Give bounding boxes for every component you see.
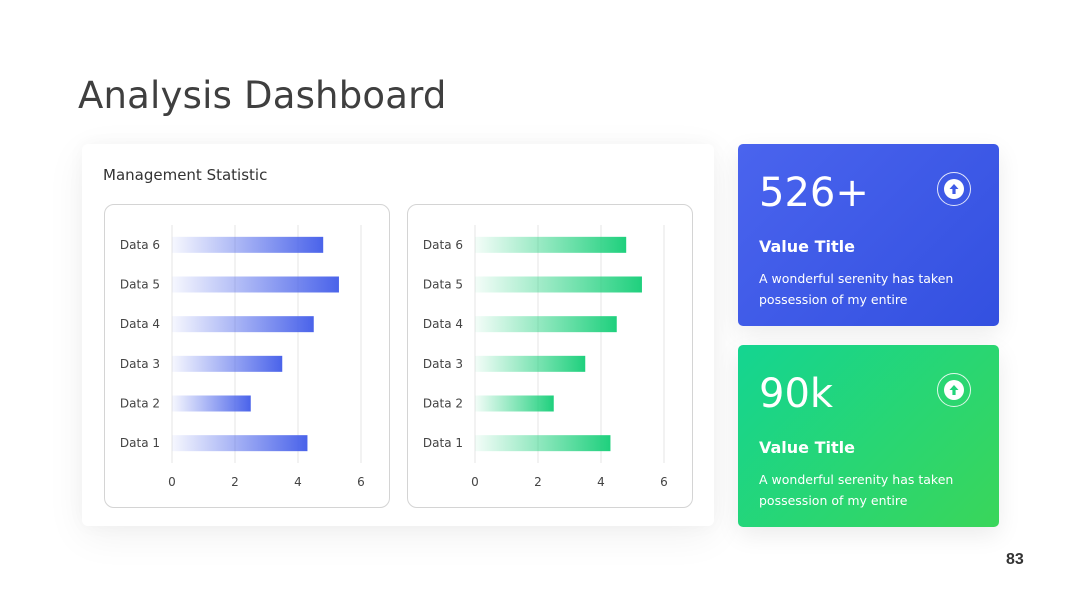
category-label: Data 2 — [423, 397, 463, 411]
chart-blue: Data 1 Data 2 Data 3 Data 4 Data 5 Data 6 0 2 4 6 — [104, 204, 390, 508]
stat-card-1: 526+ Value Title A wonderful serenity ha… — [738, 144, 999, 326]
tick-label: 0 — [471, 475, 479, 489]
category-label: Data 3 — [423, 357, 463, 371]
category-label: Data 1 — [120, 436, 160, 450]
bar — [172, 316, 314, 333]
panel-title: Management Statistic — [103, 166, 268, 184]
category-label: Data 3 — [120, 357, 160, 371]
page-title: Analysis Dashboard — [78, 74, 447, 117]
card-value: 526+ — [759, 170, 869, 216]
bar — [172, 395, 251, 412]
stat-card-2: 90k Value Title A wonderful serenity has… — [738, 345, 999, 527]
category-label: Data 4 — [120, 317, 160, 331]
tick-label: 2 — [534, 475, 542, 489]
page-number: 83 — [1006, 551, 1024, 568]
category-label: Data 6 — [120, 238, 160, 252]
chart-green: Data 1 Data 2 Data 3 Data 4 Data 5 Data 6 0 2 4 6 — [407, 204, 693, 508]
card-description: A wonderful serenity has taken possessio… — [759, 271, 954, 307]
bar — [475, 276, 642, 293]
bar — [475, 355, 586, 372]
chart-blue-svg: Data 1 Data 2 Data 3 Data 4 Data 5 Data 6 0 2 4 6 — [120, 225, 365, 489]
bar — [172, 276, 339, 293]
bar — [172, 236, 324, 253]
tick-label: 0 — [168, 475, 176, 489]
chart-green-svg: Data 1 Data 2 Data 3 Data 4 Data 5 Data 6 0 2 4 6 — [423, 225, 668, 489]
tick-label: 6 — [660, 475, 668, 489]
category-label: Data 1 — [423, 436, 463, 450]
bar — [172, 355, 283, 372]
bar — [475, 316, 617, 333]
arrow-up-circle-icon[interactable] — [937, 172, 971, 206]
bar — [475, 395, 554, 412]
category-label: Data 5 — [120, 278, 160, 292]
category-label: Data 4 — [423, 317, 463, 331]
bar — [475, 236, 627, 253]
card-title: Value Title — [759, 438, 855, 457]
card-title: Value Title — [759, 237, 855, 256]
tick-label: 2 — [231, 475, 239, 489]
category-label: Data 6 — [423, 238, 463, 252]
card-value: 90k — [759, 371, 834, 417]
tick-label: 6 — [357, 475, 365, 489]
category-label: Data 5 — [423, 278, 463, 292]
tick-label: 4 — [294, 475, 302, 489]
category-label: Data 2 — [120, 397, 160, 411]
arrow-up-circle-icon[interactable] — [937, 373, 971, 407]
tick-label: 4 — [597, 475, 605, 489]
bar — [172, 435, 308, 452]
bar — [475, 435, 611, 452]
card-description: A wonderful serenity has taken possessio… — [759, 472, 954, 508]
